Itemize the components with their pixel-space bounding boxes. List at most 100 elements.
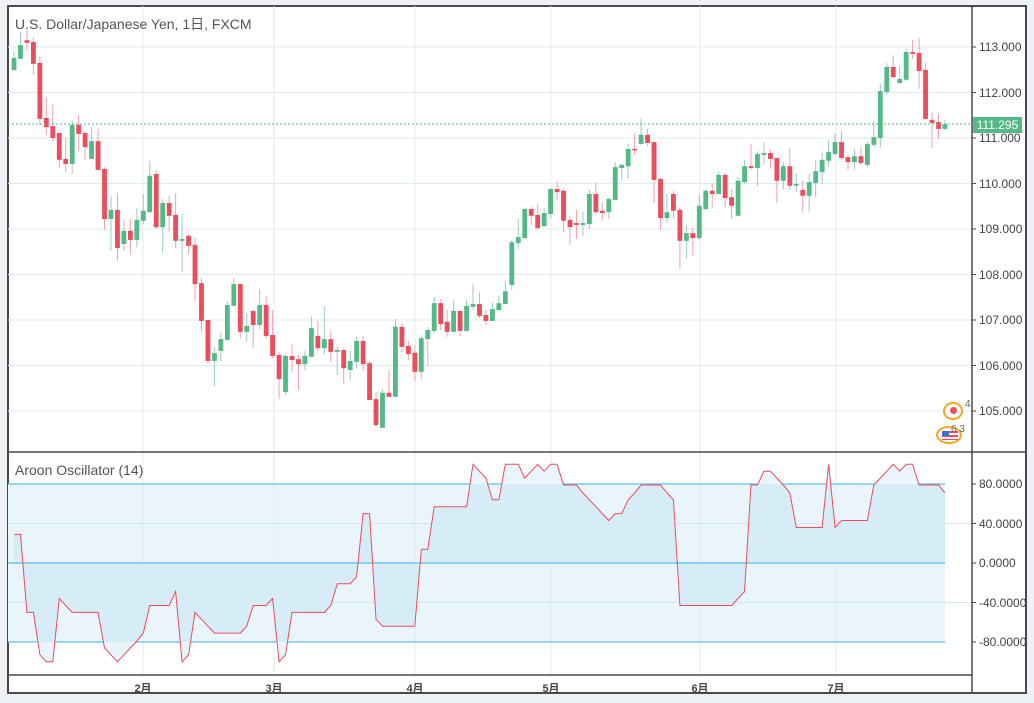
- oscillator-axis-label: -40.0000: [979, 595, 1027, 610]
- candle-body: [683, 233, 689, 241]
- month-label: 7月: [827, 683, 845, 695]
- candle-down: [186, 234, 191, 255]
- candle-down: [192, 238, 198, 301]
- candle-body: [199, 283, 204, 321]
- candle-body: [431, 303, 437, 331]
- candle-body: [95, 141, 101, 170]
- candle-down: [82, 131, 88, 160]
- candle-body: [250, 310, 256, 326]
- candle-body: [877, 91, 883, 138]
- candle-down: [800, 180, 806, 213]
- candle-down: [936, 113, 941, 139]
- candle-body: [43, 117, 49, 128]
- candle-up: [108, 195, 114, 251]
- candle-down: [63, 138, 69, 173]
- candle-body: [56, 132, 62, 160]
- candle-body: [780, 166, 786, 181]
- candle-body: [308, 328, 314, 357]
- candle-body: [76, 124, 82, 134]
- candle-body: [696, 205, 702, 239]
- candle-up: [826, 139, 831, 167]
- candle-up: [832, 133, 838, 157]
- candle-down: [574, 209, 579, 240]
- candle-up: [522, 208, 528, 239]
- candle-down: [671, 190, 676, 219]
- candle-down: [199, 278, 204, 332]
- candle-down: [787, 148, 793, 190]
- candle-body: [806, 182, 812, 196]
- candle-body: [593, 193, 599, 213]
- candle-body: [612, 167, 618, 200]
- current-price-tag: 111.295: [973, 117, 1022, 133]
- candle-down: [24, 30, 30, 51]
- candle-body: [502, 291, 508, 305]
- candle-body: [457, 310, 463, 331]
- candle-body: [800, 189, 806, 196]
- candle-up: [696, 194, 702, 241]
- candle-down: [315, 320, 321, 351]
- candle-down: [722, 173, 728, 208]
- candle-body: [787, 166, 793, 186]
- oscillator-axis-label: 80.0000: [979, 477, 1023, 491]
- candle-body: [839, 142, 844, 159]
- candle-down: [328, 330, 334, 362]
- candle-body: [496, 303, 502, 310]
- candle-body: [186, 235, 191, 246]
- candle-body: [554, 188, 560, 193]
- candle-body: [115, 209, 120, 249]
- candle-body: [599, 210, 605, 214]
- candle-up: [515, 218, 521, 250]
- us-flag-event-icon[interactable]: [936, 426, 962, 444]
- candle-up: [464, 299, 469, 331]
- candle-down: [127, 218, 133, 255]
- candle-body: [380, 392, 385, 428]
- candle-up: [606, 198, 612, 219]
- candle-up: [496, 295, 502, 311]
- candle-down: [858, 147, 864, 165]
- candle-body: [438, 303, 444, 325]
- event-badge-icon[interactable]: [943, 402, 963, 420]
- candle-body: [567, 219, 573, 228]
- candle-body: [451, 310, 457, 332]
- candle-body: [690, 233, 696, 239]
- candle-body: [121, 230, 127, 245]
- candle-body: [625, 148, 631, 167]
- candle-body: [910, 52, 916, 54]
- candle-body: [515, 237, 521, 244]
- month-label: 6月: [691, 683, 709, 695]
- candle-body: [716, 174, 722, 194]
- candle-down: [50, 104, 56, 142]
- candle-up: [884, 62, 890, 95]
- oscillator-axis-label: 0.0000: [979, 556, 1016, 570]
- candle-down: [37, 56, 43, 125]
- candle-body: [405, 345, 411, 355]
- candle-body: [671, 193, 676, 211]
- candle-body: [425, 330, 431, 340]
- candle-up: [231, 278, 237, 306]
- candle-body: [477, 304, 482, 316]
- indicator-title[interactable]: Aroon Oscillator (14): [15, 462, 144, 478]
- candle-down: [115, 193, 120, 261]
- candle-up: [742, 159, 747, 184]
- candle-body: [509, 242, 515, 285]
- candle-down: [658, 178, 663, 230]
- candle-up: [806, 173, 812, 213]
- candle-body: [276, 355, 282, 380]
- candle-body: [412, 352, 418, 372]
- candle-down: [30, 37, 36, 75]
- candle-body: [548, 188, 553, 214]
- candle-body: [858, 156, 864, 164]
- candle-down: [677, 207, 683, 270]
- flag-canton: [942, 431, 949, 436]
- candle-body: [470, 304, 476, 307]
- candle-body: [580, 223, 586, 225]
- candle-body: [677, 209, 683, 241]
- candle-up: [179, 213, 185, 272]
- candle-up: [780, 162, 786, 189]
- candle-body: [464, 305, 469, 331]
- candle-body: [638, 134, 644, 144]
- candle-down: [535, 203, 541, 230]
- candle-body: [354, 340, 360, 362]
- candle-body: [703, 190, 709, 209]
